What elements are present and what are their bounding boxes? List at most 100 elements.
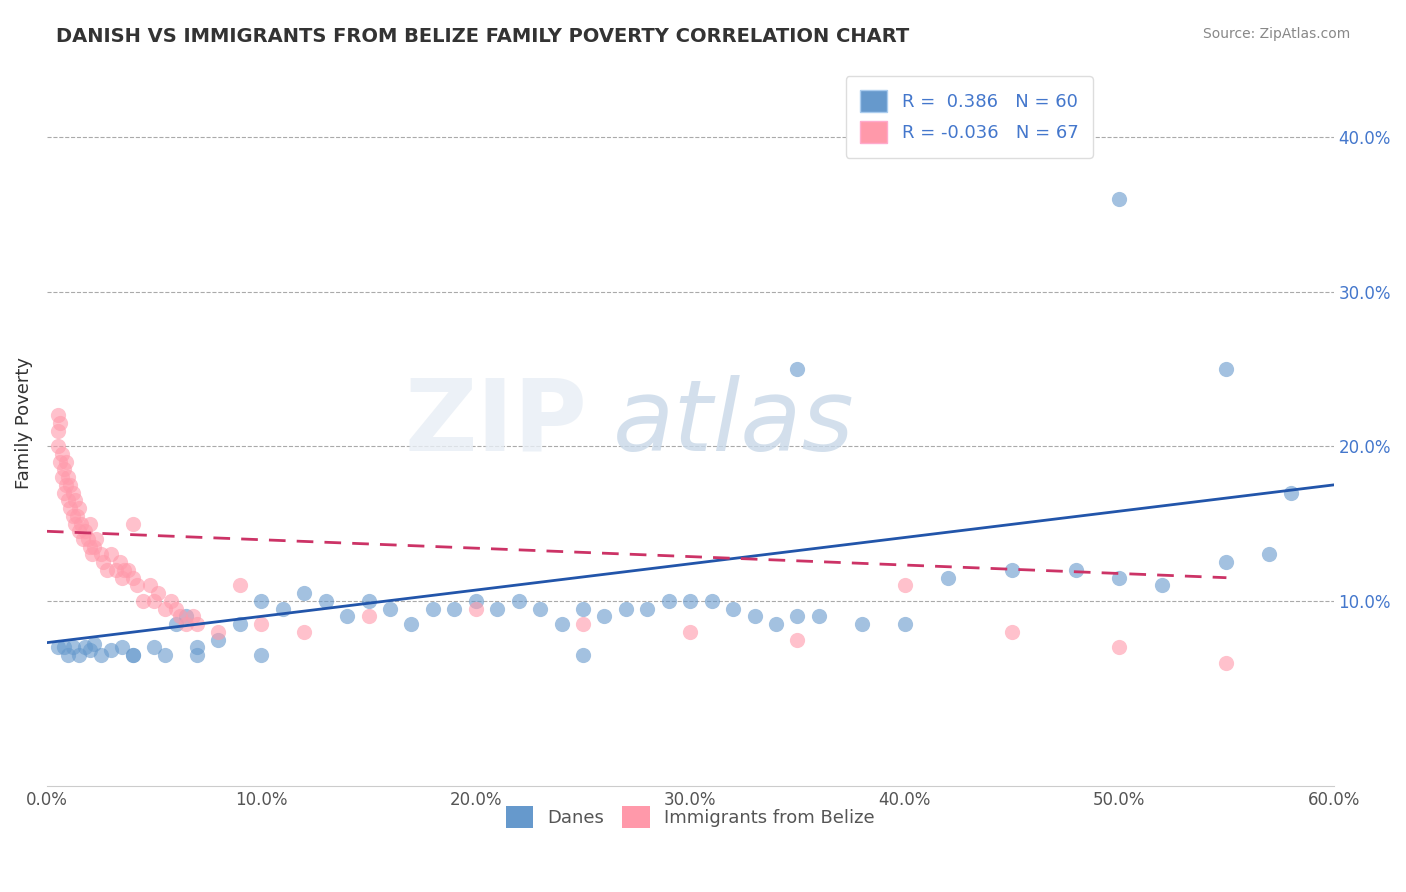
- Point: [46, 640, 69, 655]
- Point: [59, 501, 82, 516]
- Point: [79, 540, 101, 554]
- Point: [250, 617, 273, 632]
- Point: [721, 601, 744, 615]
- Point: [62, 508, 84, 523]
- Point: [1215, 656, 1237, 670]
- Point: [401, 617, 423, 632]
- Point: [765, 617, 787, 632]
- Point: [1001, 563, 1024, 577]
- Point: [67, 501, 90, 516]
- Point: [121, 648, 143, 662]
- Point: [91, 555, 114, 569]
- Point: [143, 640, 166, 655]
- Point: [1108, 192, 1130, 206]
- Point: [744, 609, 766, 624]
- Point: [422, 601, 444, 615]
- Point: [139, 578, 162, 592]
- Point: [186, 617, 208, 632]
- Point: [62, 640, 84, 655]
- Point: [464, 594, 486, 608]
- Point: [165, 601, 187, 615]
- Point: [1152, 578, 1174, 592]
- Point: [851, 617, 873, 632]
- Text: DANISH VS IMMIGRANTS FROM BELIZE FAMILY POVERTY CORRELATION CHART: DANISH VS IMMIGRANTS FROM BELIZE FAMILY …: [56, 27, 910, 45]
- Point: [121, 571, 143, 585]
- Point: [160, 594, 183, 608]
- Point: [529, 601, 551, 615]
- Point: [46, 424, 69, 438]
- Point: [679, 624, 702, 639]
- Point: [89, 548, 111, 562]
- Point: [63, 493, 86, 508]
- Point: [250, 648, 273, 662]
- Point: [117, 563, 139, 577]
- Point: [63, 516, 86, 531]
- Y-axis label: Family Poverty: Family Poverty: [15, 357, 32, 489]
- Point: [572, 617, 595, 632]
- Point: [700, 594, 723, 608]
- Point: [51, 447, 73, 461]
- Point: [148, 586, 170, 600]
- Point: [80, 548, 103, 562]
- Point: [614, 601, 637, 615]
- Point: [1108, 571, 1130, 585]
- Point: [207, 632, 229, 647]
- Point: [1215, 555, 1237, 569]
- Point: [75, 640, 97, 655]
- Point: [84, 532, 107, 546]
- Point: [893, 578, 915, 592]
- Point: [67, 524, 90, 539]
- Point: [357, 594, 380, 608]
- Point: [550, 617, 572, 632]
- Point: [292, 624, 315, 639]
- Point: [67, 648, 90, 662]
- Point: [75, 524, 97, 539]
- Point: [207, 624, 229, 639]
- Text: Source: ZipAtlas.com: Source: ZipAtlas.com: [1202, 27, 1350, 41]
- Point: [357, 609, 380, 624]
- Point: [1108, 640, 1130, 655]
- Point: [46, 439, 69, 453]
- Point: [121, 648, 143, 662]
- Point: [786, 362, 808, 376]
- Point: [76, 532, 98, 546]
- Point: [143, 594, 166, 608]
- Point: [165, 617, 187, 632]
- Point: [292, 586, 315, 600]
- Point: [807, 609, 830, 624]
- Point: [186, 648, 208, 662]
- Point: [250, 594, 273, 608]
- Point: [111, 571, 134, 585]
- Text: atlas: atlas: [613, 375, 855, 472]
- Point: [58, 470, 80, 484]
- Point: [49, 455, 72, 469]
- Point: [53, 462, 76, 476]
- Point: [271, 601, 294, 615]
- Point: [378, 601, 401, 615]
- Point: [51, 470, 73, 484]
- Point: [174, 617, 197, 632]
- Point: [1215, 362, 1237, 376]
- Point: [112, 563, 135, 577]
- Point: [636, 601, 658, 615]
- Point: [46, 409, 69, 423]
- Point: [893, 617, 915, 632]
- Point: [53, 485, 76, 500]
- Point: [55, 455, 77, 469]
- Point: [104, 563, 127, 577]
- Point: [174, 609, 197, 624]
- Point: [72, 532, 94, 546]
- Text: ZIP: ZIP: [405, 375, 588, 472]
- Point: [486, 601, 509, 615]
- Point: [786, 609, 808, 624]
- Point: [79, 516, 101, 531]
- Point: [83, 637, 105, 651]
- Point: [66, 508, 89, 523]
- Point: [58, 648, 80, 662]
- Point: [96, 563, 118, 577]
- Point: [55, 478, 77, 492]
- Point: [153, 601, 176, 615]
- Point: [79, 643, 101, 657]
- Point: [132, 594, 155, 608]
- Point: [572, 601, 595, 615]
